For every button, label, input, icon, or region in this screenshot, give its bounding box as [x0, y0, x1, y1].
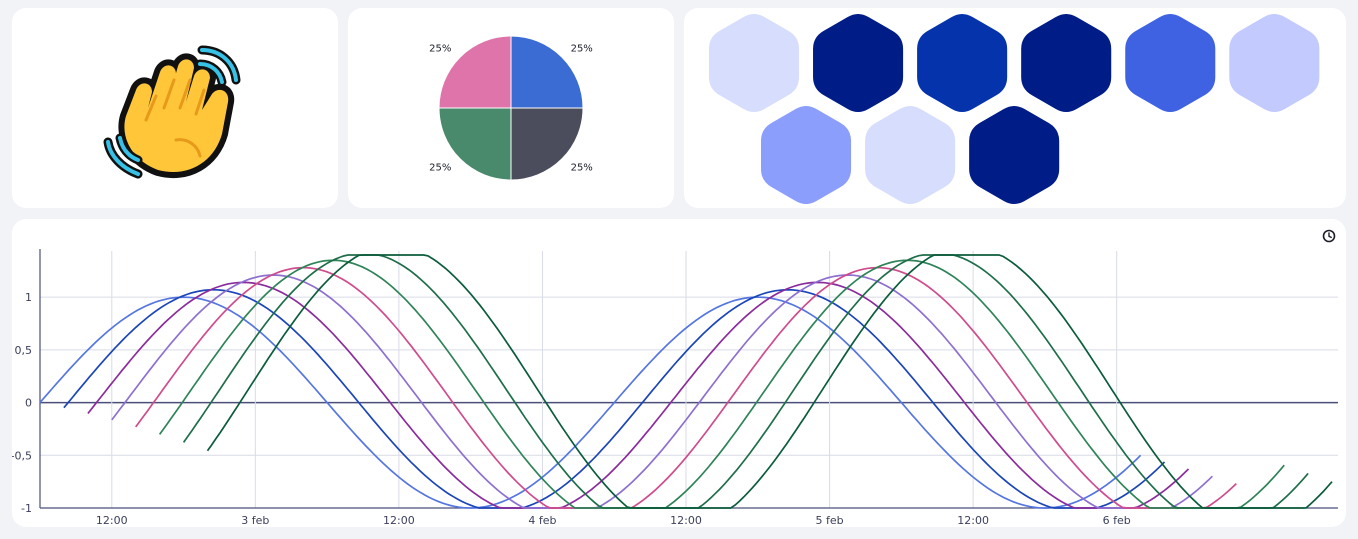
pie-slice-label: 25% — [429, 162, 451, 173]
pie-slice-label: 25% — [571, 44, 593, 55]
pie-slice[interactable] — [438, 107, 512, 181]
x-tick-label: 5 feb — [816, 514, 844, 527]
x-tick-label: 12:00 — [96, 514, 128, 527]
series-line[interactable] — [182, 254, 1309, 509]
honeycomb-cell[interactable] — [865, 106, 956, 204]
y-tick-label: 0,5 — [15, 344, 33, 357]
y-tick-label: -1 — [21, 502, 32, 515]
series-line[interactable] — [135, 266, 1237, 509]
clock-icon[interactable] — [1322, 229, 1336, 243]
honeycomb-cell[interactable] — [969, 106, 1060, 204]
pie-slice[interactable] — [510, 35, 584, 109]
pie-chart-tile: 25% 25% 25% 25% — [348, 8, 674, 208]
series-line[interactable] — [39, 296, 1142, 509]
x-tick-label: 6 feb — [1103, 514, 1131, 527]
pie-slice[interactable] — [438, 35, 512, 109]
x-tick-label: 12:00 — [670, 514, 702, 527]
x-tick-label: 3 feb — [241, 514, 269, 527]
series-line[interactable] — [63, 288, 1166, 509]
waving-hand-icon — [103, 45, 241, 179]
x-tick-label: 12:00 — [957, 514, 989, 527]
line-chart-tile: 1 0,5 0 -0,5 -1 12:00 3 feb 12:00 4 feb 12:00 5 fe… — [12, 219, 1346, 527]
series-line[interactable] — [87, 281, 1190, 509]
emoji-tile — [12, 8, 338, 208]
line-chart: 1 0,5 0 -0,5 -1 12:00 3 feb 12:00 4 feb 12:00 5 fe… — [12, 249, 1338, 527]
series-line[interactable] — [111, 274, 1213, 509]
x-tick-label: 4 feb — [528, 514, 556, 527]
y-tick-label: -0,5 — [12, 449, 32, 462]
honeycomb-tile — [684, 8, 1346, 208]
y-tick-label: 1 — [25, 291, 32, 304]
x-tick-label: 12:00 — [383, 514, 415, 527]
pie-slice-label: 25% — [429, 44, 451, 55]
honeycomb-cell[interactable] — [1125, 14, 1216, 112]
honeycomb-cell[interactable] — [813, 14, 904, 112]
pie-slice[interactable] — [510, 107, 584, 181]
honeycomb-cell[interactable] — [708, 14, 800, 112]
series-line[interactable] — [206, 254, 1333, 509]
pie-chart: 25% 25% 25% 25% — [429, 35, 593, 181]
honeycomb-cell[interactable] — [1021, 14, 1112, 112]
pie-slice-label: 25% — [571, 162, 593, 173]
series-line[interactable] — [158, 259, 1285, 509]
honeycomb-chart — [708, 14, 1320, 204]
honeycomb-cell[interactable] — [761, 106, 852, 204]
honeycomb-cell[interactable] — [917, 14, 1008, 112]
y-tick-label: 0 — [25, 397, 32, 410]
honeycomb-cell[interactable] — [1229, 14, 1320, 112]
